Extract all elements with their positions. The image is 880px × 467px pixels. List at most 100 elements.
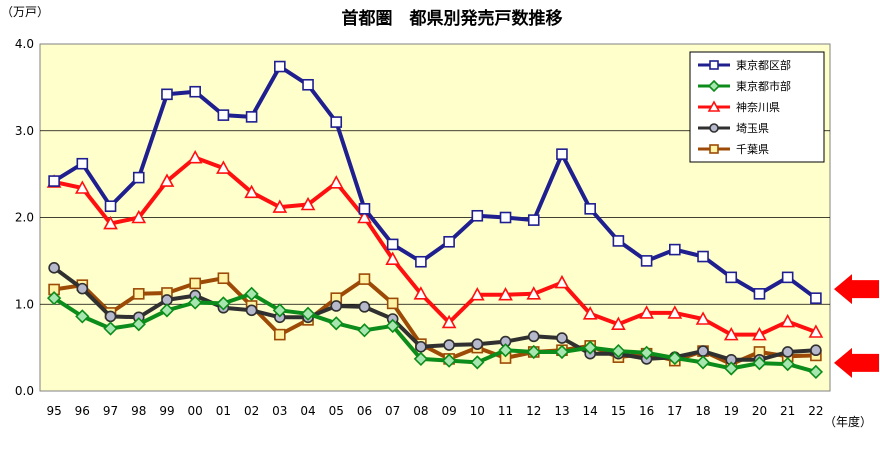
data-point <box>103 321 118 336</box>
data-point <box>639 345 654 360</box>
data-point <box>216 296 231 311</box>
y-axis-label: （万戸） <box>1 5 49 19</box>
legend-marker <box>709 60 719 70</box>
data-point <box>780 313 796 328</box>
data-point <box>245 304 258 317</box>
series-line <box>53 155 817 337</box>
data-point <box>808 364 824 380</box>
x-tick-label: 07 <box>385 404 400 418</box>
data-point <box>159 303 175 318</box>
data-point <box>245 111 258 123</box>
data-point <box>75 309 90 324</box>
data-point <box>103 215 118 230</box>
data-point <box>780 356 795 372</box>
data-point <box>329 316 344 331</box>
x-tick-label: 05 <box>329 404 344 418</box>
data-point <box>554 344 570 360</box>
data-point <box>189 277 201 290</box>
data-point <box>583 340 598 355</box>
data-point <box>695 311 711 325</box>
data-point <box>244 286 259 301</box>
y-ticks: 0.0 1.0 2.0 3.0 4.0 <box>15 37 34 398</box>
data-point <box>697 345 709 357</box>
data-point <box>724 361 739 376</box>
y-tick-label: 3.0 <box>15 124 34 138</box>
data-point <box>725 271 738 284</box>
x-tick-label: 96 <box>75 404 90 418</box>
data-point <box>76 157 89 170</box>
data-point <box>132 171 145 184</box>
data-point <box>443 339 455 351</box>
data-point <box>330 300 343 312</box>
data-point <box>300 306 316 321</box>
data-point <box>527 330 540 343</box>
series-1 <box>48 60 822 304</box>
data-point <box>415 255 427 268</box>
data-point <box>385 318 400 334</box>
data-point <box>667 305 683 319</box>
data-point <box>104 200 117 213</box>
legend-entry: 埼玉県 <box>736 121 769 135</box>
data-point <box>469 287 485 301</box>
data-point <box>302 78 314 91</box>
data-point <box>328 175 344 189</box>
data-point <box>217 272 230 285</box>
x-tick-label: 11 <box>498 404 513 418</box>
x-tick-label: 98 <box>131 404 146 418</box>
data-point <box>526 344 541 360</box>
data-point <box>443 235 455 248</box>
data-point <box>358 273 371 285</box>
data-point <box>753 288 766 300</box>
data-point <box>272 303 287 318</box>
data-point <box>611 316 626 331</box>
data-point <box>216 160 231 174</box>
data-point <box>300 196 316 211</box>
arrow-annotation <box>834 347 879 378</box>
data-point <box>752 356 767 371</box>
data-point <box>471 338 484 350</box>
data-point <box>357 323 372 338</box>
legend-marker <box>709 123 719 133</box>
data-point <box>695 355 711 370</box>
data-point <box>471 209 484 222</box>
x-tick-label: 21 <box>780 404 795 418</box>
data-point <box>697 250 709 263</box>
legend-marker <box>707 79 721 93</box>
data-point <box>74 180 90 194</box>
data-point <box>499 211 512 224</box>
series-line <box>53 64 818 300</box>
x-tick-label: 17 <box>667 404 682 418</box>
data-point <box>244 184 259 199</box>
legend-entry: 神奈川県 <box>736 100 780 114</box>
data-point <box>498 343 513 358</box>
data-point <box>781 346 794 358</box>
data-point <box>76 282 89 295</box>
legend-marker <box>709 144 719 154</box>
x-tick-label: 03 <box>272 404 287 418</box>
legend-marker <box>707 100 721 112</box>
data-point <box>810 292 822 304</box>
series-group <box>46 60 824 380</box>
data-point <box>498 287 513 301</box>
data-point <box>413 351 429 367</box>
x-tick-label: 01 <box>216 404 231 418</box>
x-tick-label: 00 <box>188 404 203 418</box>
data-point <box>612 235 625 247</box>
data-point <box>274 328 286 341</box>
x-tick-label: 12 <box>526 404 541 418</box>
x-tick-label: 16 <box>639 404 654 418</box>
data-point <box>810 344 822 357</box>
x-ticks: 95 96 97 98 99 00 01 02 03 04 05 06 07 08 09 10 11 12 13 14… <box>46 404 823 418</box>
arrow-annotation <box>834 274 879 305</box>
data-point <box>48 175 60 187</box>
data-point <box>640 255 653 267</box>
data-point <box>274 60 286 73</box>
x-tick-label: 19 <box>724 404 739 418</box>
data-point <box>330 116 343 128</box>
x-tick-label: 95 <box>46 404 61 418</box>
data-point <box>131 317 146 332</box>
data-point <box>582 306 598 320</box>
data-point <box>358 301 371 313</box>
data-point <box>132 288 145 300</box>
